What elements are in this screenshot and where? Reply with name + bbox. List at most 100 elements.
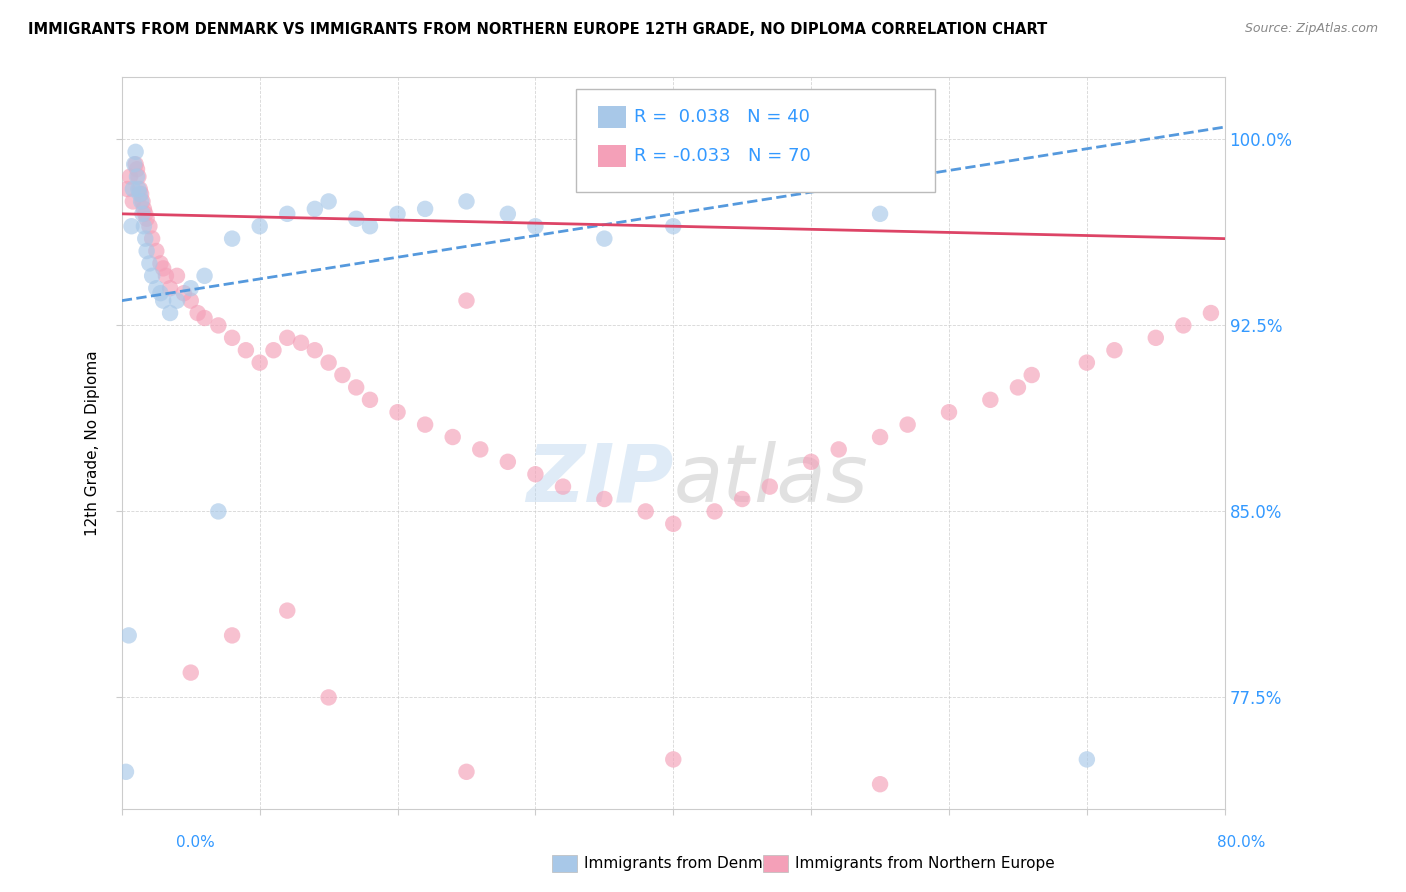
Point: [180, 281, 202, 295]
Point: [131, 207, 153, 221]
Point: [318, 356, 340, 370]
Point: [221, 331, 243, 345]
Point: [304, 343, 326, 358]
Point: [193, 268, 215, 283]
Point: [263, 343, 285, 358]
Point: [456, 293, 478, 308]
Point: [152, 293, 174, 308]
Text: ZIP: ZIP: [526, 441, 673, 519]
Point: [359, 392, 381, 407]
Point: [132, 219, 155, 234]
Point: [221, 628, 243, 642]
Point: [187, 306, 209, 320]
Point: [413, 417, 436, 432]
Point: [662, 752, 685, 766]
Point: [180, 293, 202, 308]
Point: [318, 194, 340, 209]
Point: [703, 504, 725, 518]
Point: [145, 281, 167, 295]
Point: [120, 169, 142, 184]
Point: [124, 145, 146, 159]
Point: [1144, 331, 1167, 345]
Point: [128, 182, 150, 196]
Point: [662, 219, 685, 234]
Point: [141, 232, 163, 246]
Text: Immigrants from Northern Europe: Immigrants from Northern Europe: [796, 856, 1054, 871]
Point: [1199, 306, 1222, 320]
Point: [1076, 752, 1098, 766]
Point: [132, 202, 155, 216]
Point: [304, 202, 326, 216]
Point: [276, 331, 298, 345]
Point: [121, 194, 143, 209]
Point: [344, 211, 367, 226]
Point: [290, 335, 312, 350]
Point: [441, 430, 464, 444]
Point: [131, 194, 153, 209]
Point: [1021, 368, 1043, 382]
Point: [159, 281, 181, 295]
Point: [149, 256, 172, 270]
Point: [249, 356, 271, 370]
Point: [134, 207, 156, 221]
Point: [149, 286, 172, 301]
Point: [152, 261, 174, 276]
Text: Source: ZipAtlas.com: Source: ZipAtlas.com: [1244, 22, 1378, 36]
Point: [159, 306, 181, 320]
Point: [193, 310, 215, 325]
Point: [135, 211, 157, 226]
Point: [155, 268, 177, 283]
Point: [828, 442, 851, 457]
Point: [221, 232, 243, 246]
Point: [1104, 343, 1126, 358]
Point: [470, 442, 492, 457]
Point: [456, 764, 478, 779]
Point: [129, 194, 152, 209]
Point: [141, 268, 163, 283]
Point: [127, 169, 149, 184]
Point: [138, 256, 160, 270]
Text: R = -0.033   N = 70: R = -0.033 N = 70: [634, 147, 811, 165]
Point: [207, 318, 229, 333]
Point: [1007, 380, 1029, 394]
Point: [173, 286, 195, 301]
Point: [593, 232, 616, 246]
Point: [758, 480, 780, 494]
Point: [128, 186, 150, 201]
Point: [387, 405, 409, 419]
Point: [207, 504, 229, 518]
Point: [496, 207, 519, 221]
Point: [869, 777, 891, 791]
Point: [731, 491, 754, 506]
Point: [235, 343, 257, 358]
Point: [121, 219, 143, 234]
Point: [551, 480, 574, 494]
Point: [122, 157, 145, 171]
Point: [134, 232, 156, 246]
Point: [1173, 318, 1195, 333]
Point: [121, 182, 143, 196]
Point: [276, 604, 298, 618]
Text: R =  0.038   N = 40: R = 0.038 N = 40: [634, 108, 810, 126]
Y-axis label: 12th Grade, No Diploma: 12th Grade, No Diploma: [86, 351, 100, 536]
Point: [456, 194, 478, 209]
Text: 0.0%: 0.0%: [176, 836, 215, 850]
Point: [869, 430, 891, 444]
Point: [249, 219, 271, 234]
Point: [524, 219, 547, 234]
Text: atlas: atlas: [673, 441, 868, 519]
Point: [869, 207, 891, 221]
Point: [634, 504, 657, 518]
Point: [800, 455, 823, 469]
Point: [662, 516, 685, 531]
Point: [118, 628, 141, 642]
Point: [145, 244, 167, 258]
Point: [318, 690, 340, 705]
Point: [359, 219, 381, 234]
Text: Immigrants from Denmark: Immigrants from Denmark: [585, 856, 787, 871]
Point: [180, 665, 202, 680]
Text: IMMIGRANTS FROM DENMARK VS IMMIGRANTS FROM NORTHERN EUROPE 12TH GRADE, NO DIPLOM: IMMIGRANTS FROM DENMARK VS IMMIGRANTS FR…: [28, 22, 1047, 37]
Point: [127, 182, 149, 196]
Text: 80.0%: 80.0%: [1218, 836, 1265, 850]
Point: [938, 405, 960, 419]
